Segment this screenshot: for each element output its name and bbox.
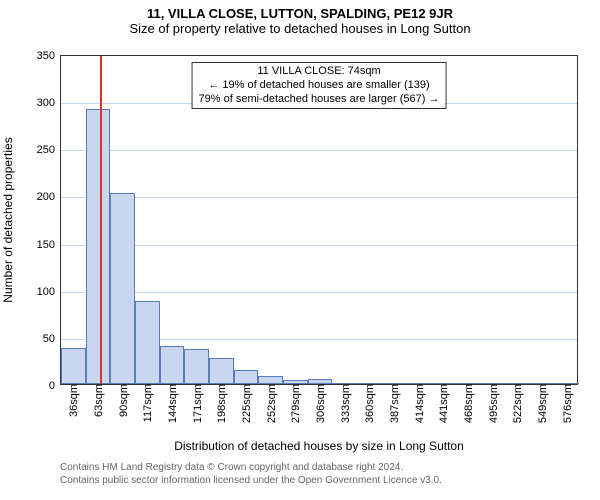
- x-tick-label: 522sqm: [510, 384, 524, 423]
- histogram-bar: [110, 193, 135, 384]
- x-tick-label: 306sqm: [313, 384, 327, 423]
- x-tick-label: 279sqm: [288, 384, 302, 423]
- y-tick-label: 150: [37, 239, 61, 251]
- histogram-bar: [184, 349, 209, 384]
- x-tick-label: 171sqm: [190, 384, 204, 423]
- x-tick-label: 495sqm: [486, 384, 500, 423]
- x-tick-label: 144sqm: [165, 384, 179, 423]
- chart-subtitle: Size of property relative to detached ho…: [0, 21, 600, 36]
- annotation-line-2: ← 19% of detached houses are smaller (13…: [199, 79, 440, 93]
- x-tick-label: 225sqm: [239, 384, 253, 423]
- y-tick-label: 200: [37, 191, 61, 203]
- grid-line: [61, 292, 577, 293]
- grid-line: [61, 150, 577, 151]
- y-tick-label: 100: [37, 286, 61, 298]
- chart-plot-area: 11 VILLA CLOSE: 74sqm ← 19% of detached …: [60, 55, 578, 385]
- x-axis-label: Distribution of detached houses by size …: [60, 439, 578, 453]
- footer-line-1: Contains HM Land Registry data © Crown c…: [60, 461, 442, 474]
- y-tick-label: 250: [37, 144, 61, 156]
- histogram-bar: [61, 348, 86, 384]
- grid-line: [61, 197, 577, 198]
- histogram-bar: [234, 370, 259, 384]
- footer-attribution: Contains HM Land Registry data © Crown c…: [60, 461, 442, 487]
- histogram-bar: [135, 301, 160, 384]
- grid-line: [61, 245, 577, 246]
- y-tick-label: 50: [43, 333, 61, 345]
- y-tick-label: 300: [37, 97, 61, 109]
- annotation-line-3: 79% of semi-detached houses are larger (…: [199, 93, 440, 107]
- x-tick-label: 360sqm: [362, 384, 376, 423]
- y-tick-label: 350: [37, 50, 61, 62]
- x-tick-label: 333sqm: [338, 384, 352, 423]
- y-axis-label: Number of detached properties: [1, 137, 15, 302]
- x-tick-label: 414sqm: [412, 384, 426, 423]
- x-tick-label: 117sqm: [140, 384, 154, 422]
- histogram-bar: [160, 346, 185, 384]
- x-tick-label: 198sqm: [214, 384, 228, 423]
- x-tick-label: 36sqm: [66, 384, 80, 417]
- x-tick-label: 63sqm: [91, 384, 105, 417]
- x-tick-label: 441sqm: [436, 384, 450, 423]
- x-tick-label: 549sqm: [535, 384, 549, 423]
- histogram-bar: [86, 109, 111, 384]
- y-tick-label: 0: [49, 380, 61, 392]
- x-tick-label: 90sqm: [116, 384, 130, 417]
- chart-title: 11, VILLA CLOSE, LUTTON, SPALDING, PE12 …: [0, 0, 600, 21]
- histogram-bar: [258, 376, 283, 384]
- footer-line-2: Contains public sector information licen…: [60, 474, 442, 487]
- annotation-line-1: 11 VILLA CLOSE: 74sqm: [199, 65, 440, 79]
- x-tick-label: 387sqm: [387, 384, 401, 423]
- histogram-bar: [209, 358, 234, 384]
- x-tick-label: 576sqm: [560, 384, 574, 423]
- x-tick-label: 468sqm: [461, 384, 475, 423]
- x-tick-label: 252sqm: [264, 384, 278, 423]
- annotation-box: 11 VILLA CLOSE: 74sqm ← 19% of detached …: [192, 62, 447, 109]
- property-marker-line: [100, 56, 102, 384]
